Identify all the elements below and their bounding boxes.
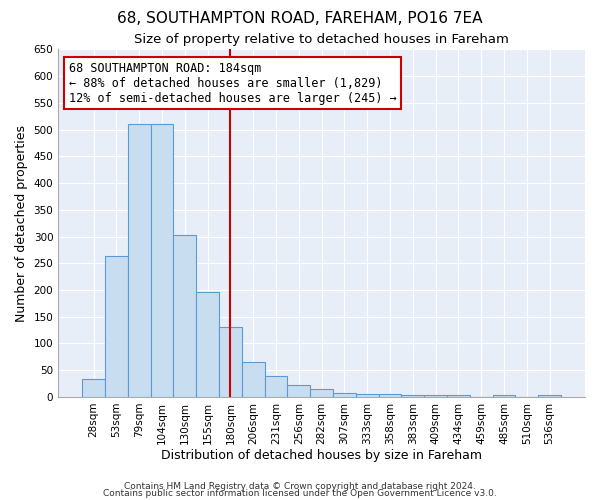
- Bar: [310, 389, 333, 397]
- Bar: [173, 235, 196, 397]
- Bar: [401, 396, 424, 397]
- Bar: [242, 362, 265, 397]
- Bar: [333, 392, 356, 397]
- Text: 68 SOUTHAMPTON ROAD: 184sqm
← 88% of detached houses are smaller (1,829)
12% of : 68 SOUTHAMPTON ROAD: 184sqm ← 88% of det…: [69, 62, 397, 104]
- Bar: [265, 376, 287, 397]
- Bar: [128, 124, 151, 397]
- X-axis label: Distribution of detached houses by size in Fareham: Distribution of detached houses by size …: [161, 450, 482, 462]
- Bar: [287, 384, 310, 397]
- Bar: [447, 396, 470, 397]
- Bar: [151, 124, 173, 397]
- Bar: [105, 256, 128, 397]
- Bar: [82, 380, 105, 397]
- Bar: [379, 394, 401, 397]
- Bar: [219, 328, 242, 397]
- Bar: [424, 396, 447, 397]
- Bar: [356, 394, 379, 397]
- Bar: [196, 292, 219, 397]
- Text: Contains HM Land Registry data © Crown copyright and database right 2024.: Contains HM Land Registry data © Crown c…: [124, 482, 476, 491]
- Title: Size of property relative to detached houses in Fareham: Size of property relative to detached ho…: [134, 32, 509, 46]
- Bar: [538, 396, 561, 397]
- Text: 68, SOUTHAMPTON ROAD, FAREHAM, PO16 7EA: 68, SOUTHAMPTON ROAD, FAREHAM, PO16 7EA: [117, 11, 483, 26]
- Text: Contains public sector information licensed under the Open Government Licence v3: Contains public sector information licen…: [103, 489, 497, 498]
- Bar: [493, 396, 515, 397]
- Y-axis label: Number of detached properties: Number of detached properties: [15, 124, 28, 322]
